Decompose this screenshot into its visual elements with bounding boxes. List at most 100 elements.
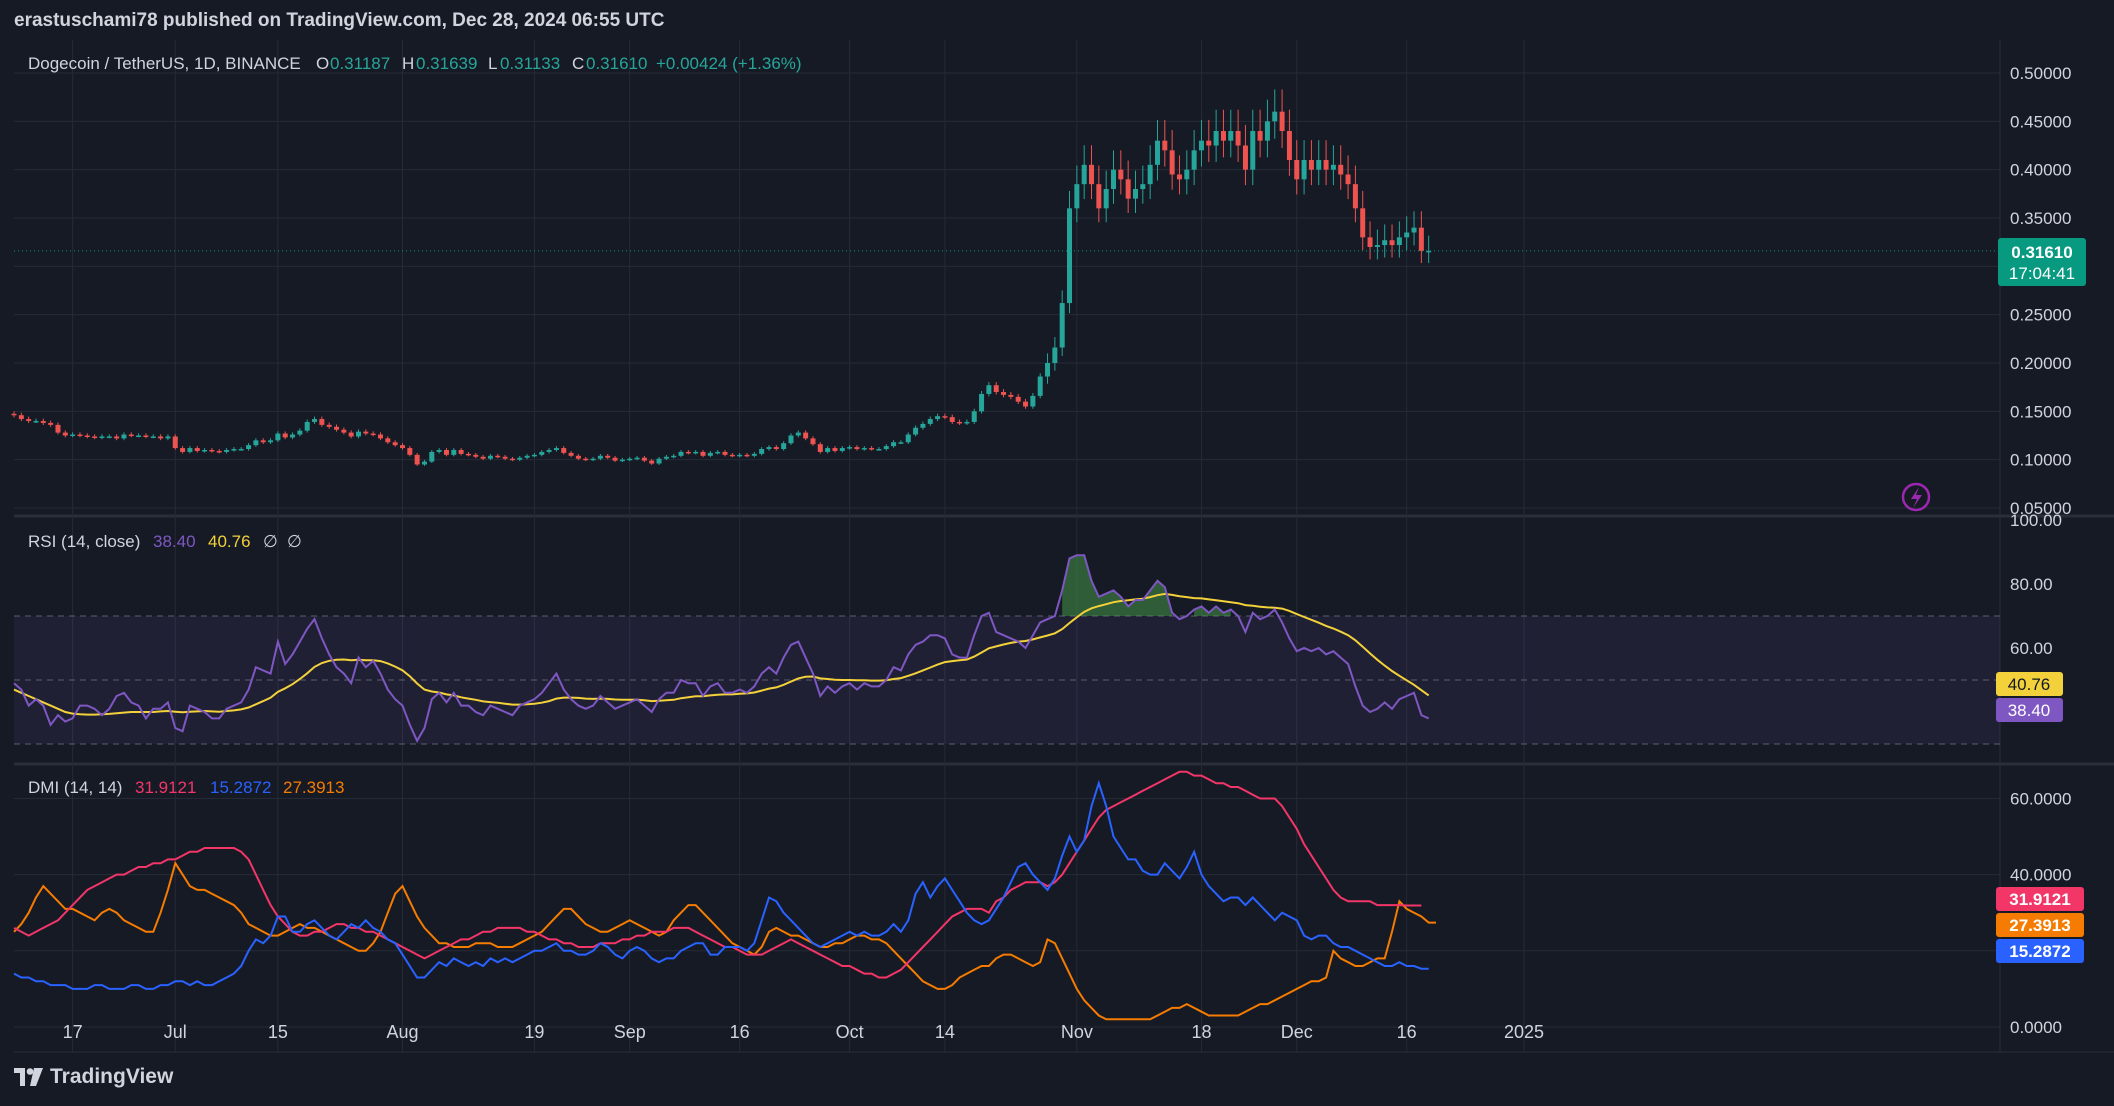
candle-body bbox=[392, 442, 398, 446]
candle-body bbox=[1162, 140, 1168, 151]
candle bbox=[986, 382, 992, 397]
candle-body bbox=[583, 458, 589, 461]
ohlc-high: 0.31639 bbox=[416, 54, 477, 73]
candle-body bbox=[143, 435, 149, 437]
candle bbox=[1008, 391, 1014, 400]
candle bbox=[1301, 140, 1307, 195]
price-axis[interactable]: 0.500000.450000.400000.350000.300000.250… bbox=[2010, 64, 2071, 1037]
candle bbox=[575, 453, 581, 461]
candle-body bbox=[920, 423, 926, 428]
candle-body bbox=[1030, 395, 1036, 407]
candle-body bbox=[1220, 131, 1226, 141]
candle-body bbox=[1250, 131, 1256, 170]
price-tick-2: 0.40000 bbox=[2010, 161, 2071, 180]
candle-body bbox=[729, 454, 735, 457]
candle-body bbox=[1367, 237, 1373, 247]
countdown-value: 17:04:41 bbox=[2009, 264, 2075, 283]
candle-body bbox=[1330, 164, 1336, 170]
candle bbox=[121, 432, 127, 441]
candle-body bbox=[605, 455, 611, 458]
dmi-pane[interactable] bbox=[13, 770, 1436, 1021]
rsi-pane[interactable] bbox=[13, 554, 2000, 745]
candlestick-series[interactable] bbox=[11, 89, 2001, 466]
ohlc-low-label: L bbox=[488, 54, 497, 73]
candle bbox=[1081, 145, 1087, 200]
candle-body bbox=[663, 456, 669, 459]
time-tick-7: Oct bbox=[836, 1022, 864, 1042]
rsi-ma-line bbox=[13, 592, 1430, 716]
candle bbox=[715, 450, 721, 455]
candle-body bbox=[33, 421, 39, 423]
candle bbox=[685, 450, 691, 455]
candle bbox=[1191, 130, 1197, 186]
candle-body bbox=[1147, 164, 1153, 185]
time-tick-1: Jul bbox=[164, 1022, 187, 1042]
candle bbox=[465, 452, 471, 457]
candle bbox=[854, 445, 860, 451]
candle bbox=[202, 448, 208, 453]
candle-body bbox=[561, 448, 567, 453]
candle-body bbox=[1103, 189, 1109, 209]
candle bbox=[759, 447, 765, 456]
candle-body bbox=[253, 440, 259, 446]
tradingview-icon bbox=[14, 1068, 43, 1086]
candle-body bbox=[546, 450, 552, 452]
price-tick-6: 0.20000 bbox=[2010, 354, 2071, 373]
candle-body bbox=[1169, 150, 1175, 175]
candle bbox=[319, 416, 325, 427]
candle-body bbox=[1257, 131, 1263, 141]
candle-body bbox=[473, 454, 479, 457]
candle bbox=[1089, 145, 1095, 200]
candle-body bbox=[964, 421, 970, 424]
candle-body bbox=[495, 455, 501, 458]
candle bbox=[1023, 398, 1029, 409]
candle-body bbox=[502, 456, 508, 459]
candle-body bbox=[869, 448, 875, 450]
price-tick-7: 0.15000 bbox=[2010, 402, 2071, 421]
time-tick-2: 15 bbox=[268, 1022, 288, 1042]
tradingview-logo[interactable]: TradingView bbox=[14, 1065, 173, 1089]
candle bbox=[568, 451, 574, 458]
candle-body bbox=[1125, 179, 1131, 199]
candle-body bbox=[1067, 208, 1073, 304]
candle-body bbox=[861, 448, 867, 450]
candle bbox=[678, 450, 684, 458]
rsi-title: RSI (14, close) bbox=[28, 532, 140, 551]
candle-body bbox=[1404, 232, 1410, 238]
candle bbox=[1140, 165, 1146, 204]
candle bbox=[524, 453, 530, 460]
candle-body bbox=[671, 455, 677, 458]
time-tick-0: 17 bbox=[63, 1022, 83, 1042]
rsi-axis-labels: 40.76 38.40 bbox=[1996, 672, 2063, 722]
lightning-icon[interactable] bbox=[1901, 482, 1931, 512]
time-tick-5: Sep bbox=[614, 1022, 646, 1042]
price-tick-0: 0.50000 bbox=[2010, 64, 2071, 83]
candle-body bbox=[1242, 145, 1248, 170]
candle-body bbox=[202, 450, 208, 452]
candle-body bbox=[509, 458, 515, 461]
candle-body bbox=[128, 434, 134, 437]
candle-body bbox=[1345, 174, 1351, 185]
candle-body bbox=[876, 449, 882, 451]
candle bbox=[1059, 290, 1065, 356]
candle-body bbox=[194, 448, 200, 451]
candle bbox=[194, 446, 200, 453]
candle-body bbox=[1198, 140, 1204, 151]
candle bbox=[795, 430, 801, 438]
candle bbox=[979, 391, 985, 414]
candle bbox=[1103, 170, 1109, 223]
candle bbox=[1220, 109, 1226, 158]
candle bbox=[399, 443, 405, 450]
candle-body bbox=[1352, 184, 1358, 209]
price-tick-8: 0.10000 bbox=[2010, 451, 2071, 470]
time-axis[interactable]: 17 Jul 15 Aug 19 Sep 16 Oct 14 Nov 18 Dec 16 2025 bbox=[63, 1022, 1544, 1042]
candle bbox=[605, 453, 611, 460]
candle bbox=[370, 431, 376, 437]
rsi-ma-label: 40.76 bbox=[2008, 675, 2051, 694]
candle-body bbox=[1081, 164, 1087, 185]
candle-body bbox=[986, 385, 992, 394]
candle bbox=[1030, 392, 1036, 409]
candle-body bbox=[40, 421, 46, 423]
candle-body bbox=[268, 440, 274, 443]
